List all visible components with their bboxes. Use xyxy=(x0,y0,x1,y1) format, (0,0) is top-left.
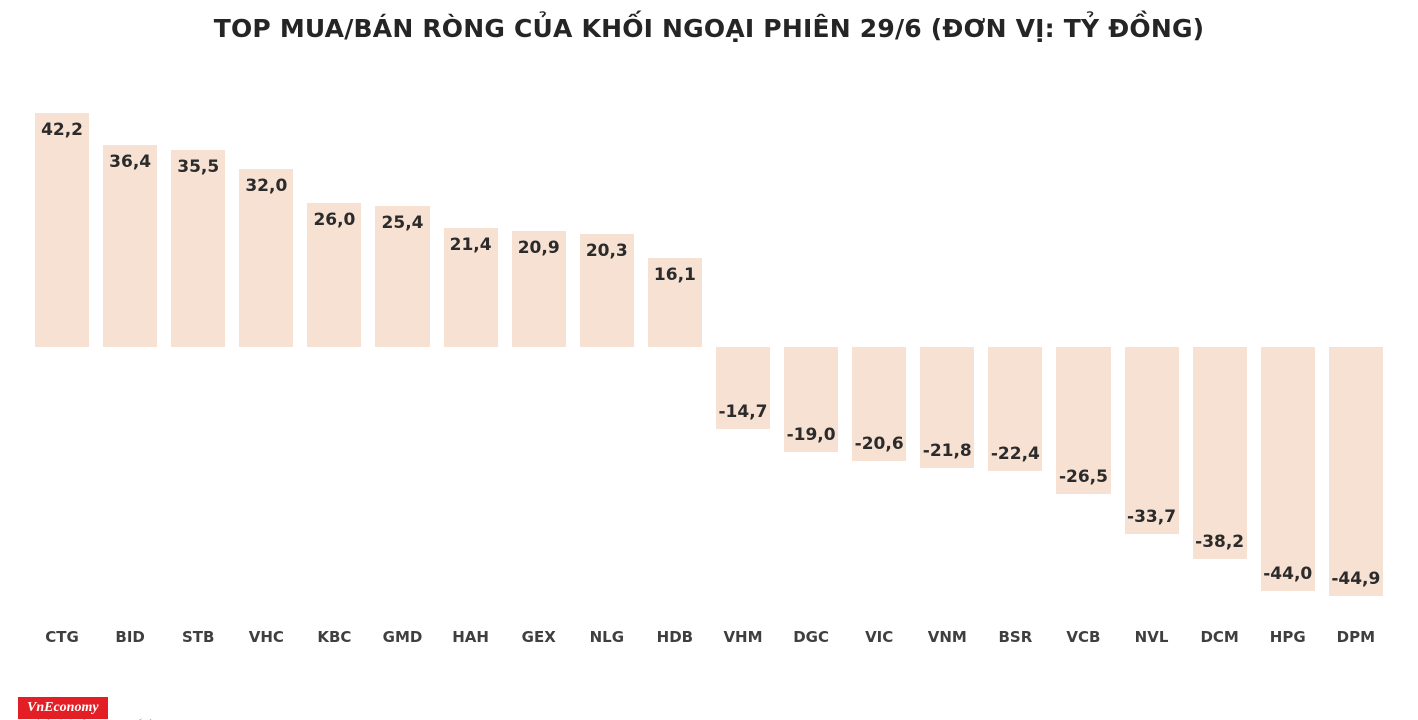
vneconomy-logo: VnEconomy TẠP CHÍ ĐIỆN TỬ CỦA HỘI KHOA H… xyxy=(18,696,138,720)
x-axis-label-vhm: VHM xyxy=(723,628,763,646)
bar-column-hah: 21,4 xyxy=(437,89,505,599)
bar-column-dpm: -44,9 xyxy=(1322,89,1390,599)
bar-vhc: 32,0 xyxy=(239,169,294,347)
x-axis-label-dcm: DCM xyxy=(1200,628,1239,646)
bar-bid: 36,4 xyxy=(103,144,158,347)
bar-column-gex: 20,9 xyxy=(505,89,573,599)
bar-column-gmd: 25,4 xyxy=(368,89,436,599)
x-axis-label-dpm: DPM xyxy=(1336,628,1376,646)
chart-page: TOP MUA/BÁN RÒNG CỦA KHỐI NGOẠI PHIÊN 29… xyxy=(0,14,1418,720)
bar-column-bsr: -22,4 xyxy=(981,89,1049,599)
bar-column-vhm: -14,7 xyxy=(709,89,777,599)
bar-value-label-kbc: 26,0 xyxy=(313,209,356,230)
x-axis-label-hah: HAH xyxy=(452,628,489,646)
x-axis-label-hdb: HDB xyxy=(656,628,694,646)
bar-column-hpg: -44,0 xyxy=(1254,89,1322,599)
bar-vnm: -21,8 xyxy=(920,347,975,468)
x-axis-label-dgc: DGC xyxy=(793,628,829,646)
x-axis-label-nlg: NLG xyxy=(589,628,625,646)
chart-title: TOP MUA/BÁN RÒNG CỦA KHỐI NGOẠI PHIÊN 29… xyxy=(213,14,1205,43)
bar-stb: 35,5 xyxy=(171,149,226,347)
bar-column-ctg: 42,2 xyxy=(28,89,96,599)
x-axis-label-vic: VIC xyxy=(865,628,894,646)
x-axis-label-gex: GEX xyxy=(521,628,556,646)
bar-vhm: -14,7 xyxy=(715,347,771,429)
bar-nlg: 20,3 xyxy=(579,234,634,347)
bar-value-label-nvl: -33,7 xyxy=(1127,507,1177,528)
bar-gmd: 25,4 xyxy=(375,206,430,347)
bar-column-vcb: -26,5 xyxy=(1049,89,1117,599)
x-axis-label-gmd: GMD xyxy=(382,628,423,646)
bar-gex: 20,9 xyxy=(511,231,566,347)
vneconomy-logo-box: VnEconomy xyxy=(18,697,108,719)
bar-bsr: -22,4 xyxy=(988,347,1043,472)
bar-column-vhc: 32,0 xyxy=(232,89,300,599)
bar-column-vnm: -21,8 xyxy=(913,89,981,599)
x-axis-label-vcb: VCB xyxy=(1066,628,1101,646)
bar-value-label-bid: 36,4 xyxy=(109,151,152,172)
x-axis-label-kbc: KBC xyxy=(317,628,352,646)
bar-value-label-dgc: -19,0 xyxy=(786,425,836,446)
bar-value-label-hah: 21,4 xyxy=(449,235,492,256)
bar-kbc: 26,0 xyxy=(307,202,362,347)
bar-value-label-hpg: -44,0 xyxy=(1263,564,1313,585)
x-axis-label-bsr: BSR xyxy=(998,628,1033,646)
bar-value-label-dcm: -38,2 xyxy=(1195,532,1245,552)
bar-dpm: -44,9 xyxy=(1328,347,1383,597)
x-axis-label-bid: BID xyxy=(115,628,145,646)
x-axis-label-nvl: NVL xyxy=(1134,628,1169,646)
bar-value-label-vhc: 32,0 xyxy=(245,176,288,197)
x-axis: CTG BID STB VHC KBC GMD HAH GEX NLG HDB VHM DGC VIC V… xyxy=(28,599,1390,646)
bar-column-vic: -20,6 xyxy=(845,89,913,599)
x-axis-label-vhc: VHC xyxy=(248,628,284,646)
bar-dcm: -38,2 xyxy=(1192,347,1247,559)
x-axis-label-stb: STB xyxy=(182,628,215,646)
vneconomy-logo-text: VnEconomy xyxy=(27,700,99,715)
bar-column-dcm: -38,2 xyxy=(1186,89,1254,599)
bar-column-stb: 35,5 xyxy=(164,89,232,599)
bar-value-label-stb: 35,5 xyxy=(177,156,220,177)
bar-chart: 42,2 36,4 35,5 32,0 26,0 25,4 21,4 20,9 20,3 16,1… xyxy=(28,89,1390,599)
bar-value-label-vhm: -14,7 xyxy=(718,401,768,422)
bar-column-kbc: 26,0 xyxy=(300,89,368,599)
bar-vcb: -26,5 xyxy=(1056,347,1111,495)
x-axis-label-ctg: CTG xyxy=(45,628,79,646)
x-axis-label-hpg: HPG xyxy=(1269,628,1306,646)
bar-ctg: 42,2 xyxy=(35,112,90,347)
bar-value-label-dpm: -44,9 xyxy=(1331,569,1381,590)
bar-value-label-hdb: 16,1 xyxy=(653,264,696,285)
bar-value-label-bsr: -22,4 xyxy=(990,444,1040,465)
bar-value-label-vcb: -26,5 xyxy=(1058,467,1108,488)
bar-dgc: -19,0 xyxy=(784,347,839,453)
bar-column-nlg: 20,3 xyxy=(573,89,641,599)
bar-value-label-gex: 20,9 xyxy=(517,238,560,259)
bar-hpg: -44,0 xyxy=(1260,347,1315,592)
x-axis-label-vnm: VNM xyxy=(927,628,967,646)
bar-value-label-gmd: 25,4 xyxy=(381,213,424,234)
bar-value-label-vic: -20,6 xyxy=(854,434,904,455)
bar-column-bid: 36,4 xyxy=(96,89,164,599)
bar-hah: 21,4 xyxy=(443,228,498,347)
bar-column-dgc: -19,0 xyxy=(777,89,845,599)
bar-column-hdb: 16,1 xyxy=(641,89,709,599)
bar-value-label-vnm: -21,8 xyxy=(922,440,972,461)
bar-column-nvl: -33,7 xyxy=(1118,89,1186,599)
bar-value-label-nlg: 20,3 xyxy=(585,241,628,262)
bar-hdb: 16,1 xyxy=(647,257,702,347)
bar-nvl: -33,7 xyxy=(1124,347,1179,535)
bar-vic: -20,6 xyxy=(852,347,907,462)
bar-value-label-ctg: 42,2 xyxy=(41,119,84,140)
